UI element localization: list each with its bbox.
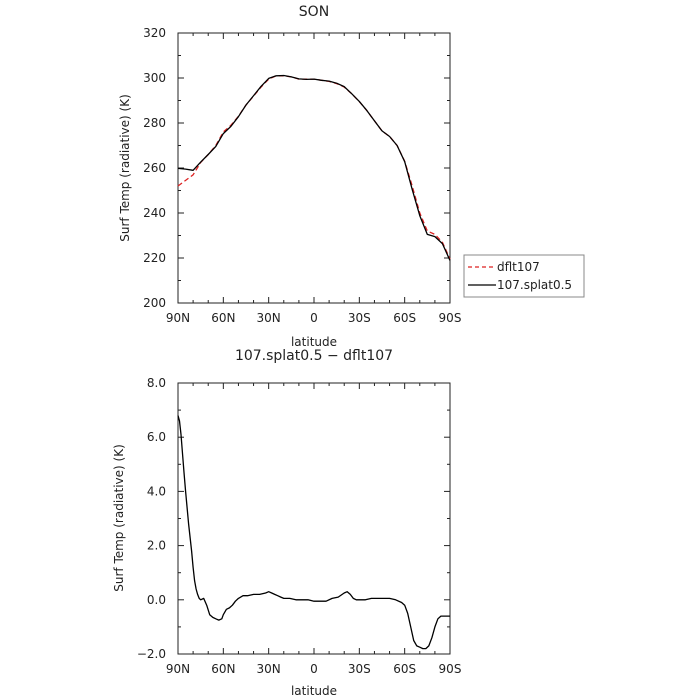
x-axis-label: latitude <box>291 335 337 349</box>
legend-box <box>463 254 585 298</box>
x-tick-label: 60N <box>211 662 235 676</box>
y-tick-label: −2.0 <box>137 647 166 661</box>
series-line-difference <box>177 415 450 650</box>
x-tick-label: 0 <box>310 311 318 325</box>
y-tick-label: 260 <box>143 161 166 175</box>
x-tick-label: 60S <box>393 662 416 676</box>
x-axis-ticks: 90N 60N 30N 0 30S 60S 90S <box>166 383 462 676</box>
series-line-dflt107 <box>177 75 451 260</box>
x-axis-label: latitude <box>291 684 337 698</box>
y-axis-label: Surf Temp (radiative) (K) <box>112 444 126 592</box>
y-tick-label: 0.0 <box>147 593 166 607</box>
series-layer <box>177 74 451 261</box>
x-axis-ticks: 90N 60N 30N 0 30S 60S 90S <box>166 33 462 325</box>
chart-title: 107.splat0.5 − dflt107 <box>235 348 393 364</box>
y-axis-ticks: 200 220 240 260 280 300 320 <box>143 26 450 310</box>
y-axis-ticks: −2.0 0.0 2.0 4.0 6.0 8.0 <box>137 376 450 661</box>
x-tick-label: 90N <box>166 311 190 325</box>
bottom-chart-panel: 107.splat0.5 − dflt107 90N 60N 30N 0 30S 60S 9… <box>112 348 461 698</box>
x-tick-label: 30S <box>348 662 371 676</box>
legend-label-dflt107: dflt107 <box>497 260 540 274</box>
series-layer <box>177 415 450 650</box>
y-tick-label: 8.0 <box>147 376 166 390</box>
y-tick-label: 300 <box>143 71 166 85</box>
x-tick-label: 30N <box>257 662 281 676</box>
x-tick-label: 90N <box>166 662 190 676</box>
y-tick-label: 320 <box>143 26 166 40</box>
top-chart-panel: SON 90N 60N 30N 0 30S 60S 90S 200 220 240 260 280 3… <box>118 4 461 349</box>
x-tick-label: 30N <box>257 311 281 325</box>
y-tick-label: 220 <box>143 251 166 265</box>
chart-title: SON <box>299 4 329 20</box>
series-line-107-splat0-5 <box>177 74 451 261</box>
x-tick-label: 60N <box>211 311 235 325</box>
plot-frame <box>177 382 451 655</box>
y-tick-label: 240 <box>143 206 166 220</box>
x-tick-label: 30S <box>348 311 371 325</box>
x-tick-label: 0 <box>310 662 318 676</box>
legend: dflt107 107.splat0.5 <box>463 254 585 298</box>
y-axis-label: Surf Temp (radiative) (K) <box>118 94 132 242</box>
y-tick-label: 2.0 <box>147 539 166 553</box>
x-tick-label: 90S <box>439 311 462 325</box>
x-tick-label: 90S <box>439 662 462 676</box>
legend-label-splat: 107.splat0.5 <box>497 278 572 292</box>
y-tick-label: 4.0 <box>147 484 166 498</box>
plot-frame <box>177 32 451 304</box>
y-tick-label: 6.0 <box>147 430 166 444</box>
y-tick-label: 200 <box>143 296 166 310</box>
x-tick-label: 60S <box>393 311 416 325</box>
y-tick-label: 280 <box>143 116 166 130</box>
